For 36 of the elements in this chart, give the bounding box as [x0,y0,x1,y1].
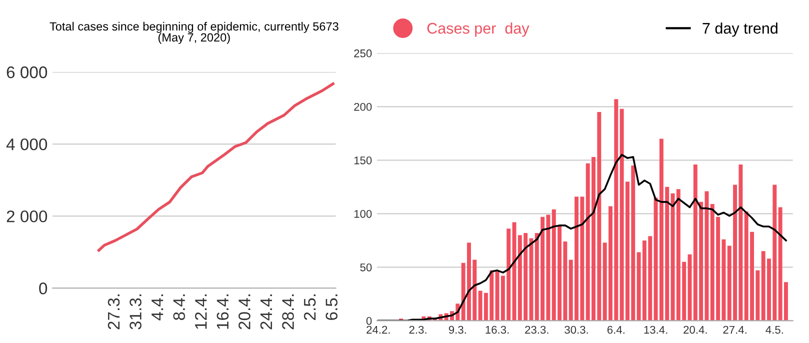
x-tick-label: 4.4. [152,294,164,320]
x-tick-label: 20.4. [684,326,707,334]
x-tick-label: 6.5. [326,294,338,320]
x-tick-label: 23.3. [525,326,548,334]
legend-label: Cases per day [427,22,530,37]
x-tick-label: 27.3. [108,294,120,330]
x-tick-label: 28.4. [282,294,294,330]
x-tick-label: 16.4. [216,294,229,329]
y-tick-label: 150 [354,156,372,164]
chart-title: Total cases since beginning of epidemic, currently 5673 (May 7, 2020) [50,22,338,44]
y-tick-label: 0 [39,282,48,294]
x-tick-label: 2.5. [304,294,316,320]
x-tick-label: 2.3. [409,326,426,334]
y-tick-label: 100 [354,210,372,218]
x-tick-label: 12.4. [195,294,207,329]
y-tick-label: 2 000 [6,210,48,222]
x-tick-label: 9.3. [448,326,466,334]
x-tick-label: 8.4. [173,294,186,320]
x-tick-label: 16.3. [486,326,509,334]
x-tick-label: 6.4. [607,326,624,334]
x-tick-label: 31.3. [130,294,142,330]
y-tick-label: 200 [354,102,372,111]
x-tick-label: 24.4. [260,294,272,330]
x-tick-label: 27.4. [723,326,746,334]
x-tick-label: 24.2. [366,326,390,334]
y-tick-label: 6 000 [6,66,48,78]
y-tick-label: 4 000 [6,138,48,150]
x-tick-label: 20.4. [238,294,250,330]
y-tick-label: 0 [366,316,372,325]
legend-label: 7 day trend [702,22,778,37]
x-tick-label: 4.5. [766,326,783,334]
line-series [97,82,334,252]
y-tick-label: 50 [360,263,372,272]
y-tick-label: 250 [354,49,372,58]
x-tick-label: 30.3. [564,326,588,334]
x-tick-label: 13.4. [644,326,668,334]
